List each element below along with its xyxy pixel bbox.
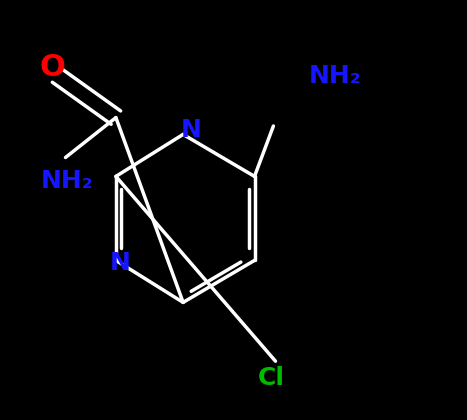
Text: N: N — [110, 250, 131, 275]
Text: NH₂: NH₂ — [40, 168, 93, 193]
Text: Cl: Cl — [258, 366, 285, 390]
Text: NH₂: NH₂ — [309, 63, 362, 88]
Text: O: O — [40, 52, 66, 82]
Text: N: N — [181, 118, 202, 142]
